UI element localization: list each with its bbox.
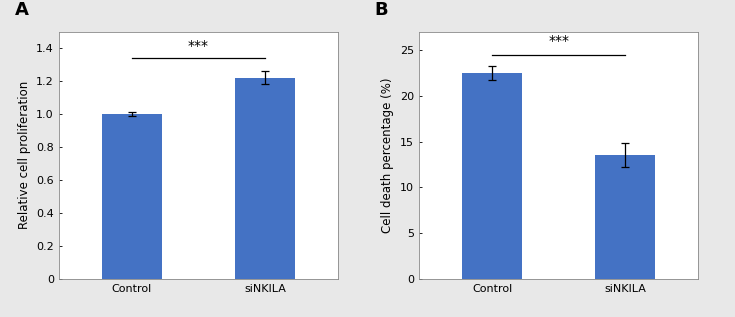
Text: A: A [15,1,29,19]
Bar [462,73,522,279]
Bar [235,78,295,279]
Y-axis label: Relative cell proliferation: Relative cell proliferation [18,81,31,230]
Text: ***: *** [548,34,569,48]
Text: B: B [375,1,389,19]
Bar [102,114,162,279]
Y-axis label: Cell death percentage (%): Cell death percentage (%) [381,78,395,233]
Text: ***: *** [188,39,209,53]
Bar [595,155,655,279]
